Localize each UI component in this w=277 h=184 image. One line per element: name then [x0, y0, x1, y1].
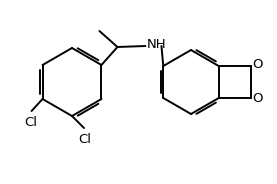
- Text: NH: NH: [147, 38, 166, 52]
- Text: Cl: Cl: [78, 133, 91, 146]
- Text: Cl: Cl: [24, 116, 37, 129]
- Text: O: O: [253, 93, 263, 105]
- Text: O: O: [253, 59, 263, 72]
